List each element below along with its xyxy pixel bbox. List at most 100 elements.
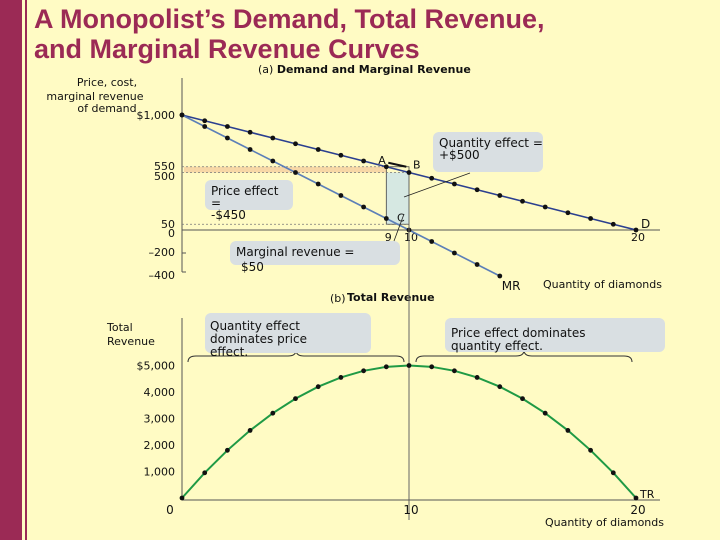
demand-point-19 <box>610 221 616 227</box>
tr-point-11 <box>429 364 435 370</box>
axis-b-tick-y-0: $5,000 <box>137 360 176 373</box>
demand-point-15 <box>520 198 525 204</box>
mr-label: MR <box>502 279 521 293</box>
tr-point-12 <box>452 368 457 374</box>
demand-point-2 <box>225 124 230 129</box>
tr-point-9 <box>383 364 389 370</box>
panel-a-title: Demand and Marginal Revenue <box>277 63 471 76</box>
axis-a-ylabel-3: of demand <box>77 102 136 115</box>
mr-point-11 <box>429 239 435 244</box>
mr-point-13 <box>474 262 480 267</box>
demand-point-6 <box>315 147 321 152</box>
axis-b-xlabel: Quantity of diamonds <box>545 516 664 529</box>
tr-point-0 <box>179 495 185 501</box>
callout-b-left-text-1: dominates price <box>210 332 307 346</box>
demand-label: D <box>641 217 650 231</box>
axis-a-tick-x-1: 10 <box>404 231 418 244</box>
callout-b-left-text-0: Quantity effect <box>210 319 300 333</box>
tr-point-5 <box>293 396 298 402</box>
mr-point-0 <box>179 112 185 118</box>
axis-b-tick-y-1: 4,000 <box>144 386 176 399</box>
tr-point-7 <box>338 375 344 380</box>
demand-point-3 <box>247 129 253 135</box>
mr-point-3 <box>247 147 253 152</box>
mr-point-14 <box>497 273 503 279</box>
title-line-2: and Marginal Revenue Curves <box>34 34 420 64</box>
mr-point-8 <box>361 204 366 210</box>
callout-marginal-revenue-box <box>230 241 400 265</box>
axis-b-tick-x-0: 0 <box>166 503 174 517</box>
axis-a-xlabel: Quantity of diamonds <box>543 278 662 291</box>
panel-b-label: (b) <box>330 292 346 305</box>
tr-point-8 <box>361 368 366 374</box>
axis-a-tick-y-6: –400 <box>149 269 176 282</box>
point-a-arrow <box>388 161 407 168</box>
tr-point-1 <box>202 470 208 476</box>
tr-point-3 <box>247 428 253 433</box>
accent-band <box>0 0 22 540</box>
tr-point-14 <box>497 384 503 390</box>
panel-b-title: Total Revenue <box>347 291 435 304</box>
tr-point-19 <box>610 470 616 476</box>
callout-mr-leader <box>393 213 405 242</box>
axis-a-ylabel-1: Price, cost, <box>77 76 137 89</box>
tr-point-13 <box>474 375 480 380</box>
callout-quantity-effect-text-1: +$500 <box>439 148 480 162</box>
callout-b-right-text-1: quantity effect. <box>451 339 543 353</box>
tr-point-16 <box>542 410 548 416</box>
accent-rule <box>25 0 27 540</box>
callout-price-effect-text-0: Price effect <box>211 184 279 198</box>
axis-a-tick-y-1: 550 <box>154 160 175 173</box>
axis-a-tick-y-4: 0 <box>168 227 175 240</box>
demand-point-5 <box>293 141 298 147</box>
callout-b-left-box <box>205 313 371 353</box>
tr-point-18 <box>588 447 593 453</box>
mr-point-12 <box>452 250 457 256</box>
tr-point-17 <box>565 428 571 433</box>
callout-b-right-text-0: Price effect dominates <box>451 326 586 340</box>
axis-b-ylabel-1: Total <box>106 321 133 334</box>
axis-a-tick-y-5: –200 <box>149 246 176 259</box>
demand-point-20 <box>633 227 639 233</box>
callout-b-left-text-2: effect. <box>210 345 248 359</box>
mr-point-9 <box>383 216 389 221</box>
tr-label: TR <box>639 488 655 501</box>
demand-point-10 <box>406 170 412 175</box>
axis-b-ylabel-2: Revenue <box>107 335 155 348</box>
demand-point-1 <box>202 118 208 124</box>
callout-price-effect-text-2: -$450 <box>211 208 246 222</box>
demand-point-11 <box>429 175 435 181</box>
point-c-label: C <box>397 211 405 224</box>
mr-point-4 <box>270 158 276 164</box>
point-b-label: B <box>413 159 421 172</box>
axis-a-tick-x-2: 20 <box>631 231 645 244</box>
demand-point-14 <box>497 193 503 198</box>
callout-price-effect-text-1: = <box>211 196 221 210</box>
mr-point-7 <box>338 193 344 198</box>
demand-point-8 <box>361 158 366 164</box>
axis-a-tick-y-0: $1,000 <box>137 109 176 122</box>
axis-a-ylabel-2: marginal revenue <box>46 90 143 103</box>
axis-b-tick-x-2: 20 <box>630 503 645 517</box>
callout-quantity-effect-text-0: Quantity effect = <box>439 136 543 150</box>
tr-point-15 <box>520 396 525 402</box>
tr-point-10 <box>406 363 412 368</box>
callout-quantity-effect-box <box>433 132 543 172</box>
callout-marginal-revenue-text-0: Marginal revenue = <box>236 245 355 259</box>
mr-point-5 <box>293 170 298 175</box>
callout-marginal-revenue-text-1: $50 <box>241 260 264 274</box>
demand-point-18 <box>588 216 593 221</box>
tr-point-2 <box>225 447 230 453</box>
demand-point-13 <box>474 187 480 193</box>
quantity-effect-area <box>386 172 409 225</box>
price-effect-area <box>184 166 387 173</box>
callout-b-right-box <box>445 318 665 352</box>
title-line-1: A Monopolist’s Demand, Total Revenue, <box>34 4 545 34</box>
callout-quantity-leader <box>403 172 471 198</box>
demand-point-9 <box>383 164 389 170</box>
point-a-label: A <box>378 154 386 167</box>
mr-point-1 <box>202 124 208 129</box>
axis-a-tick-y-2: 500 <box>154 170 175 183</box>
demand-point-4 <box>270 135 276 141</box>
